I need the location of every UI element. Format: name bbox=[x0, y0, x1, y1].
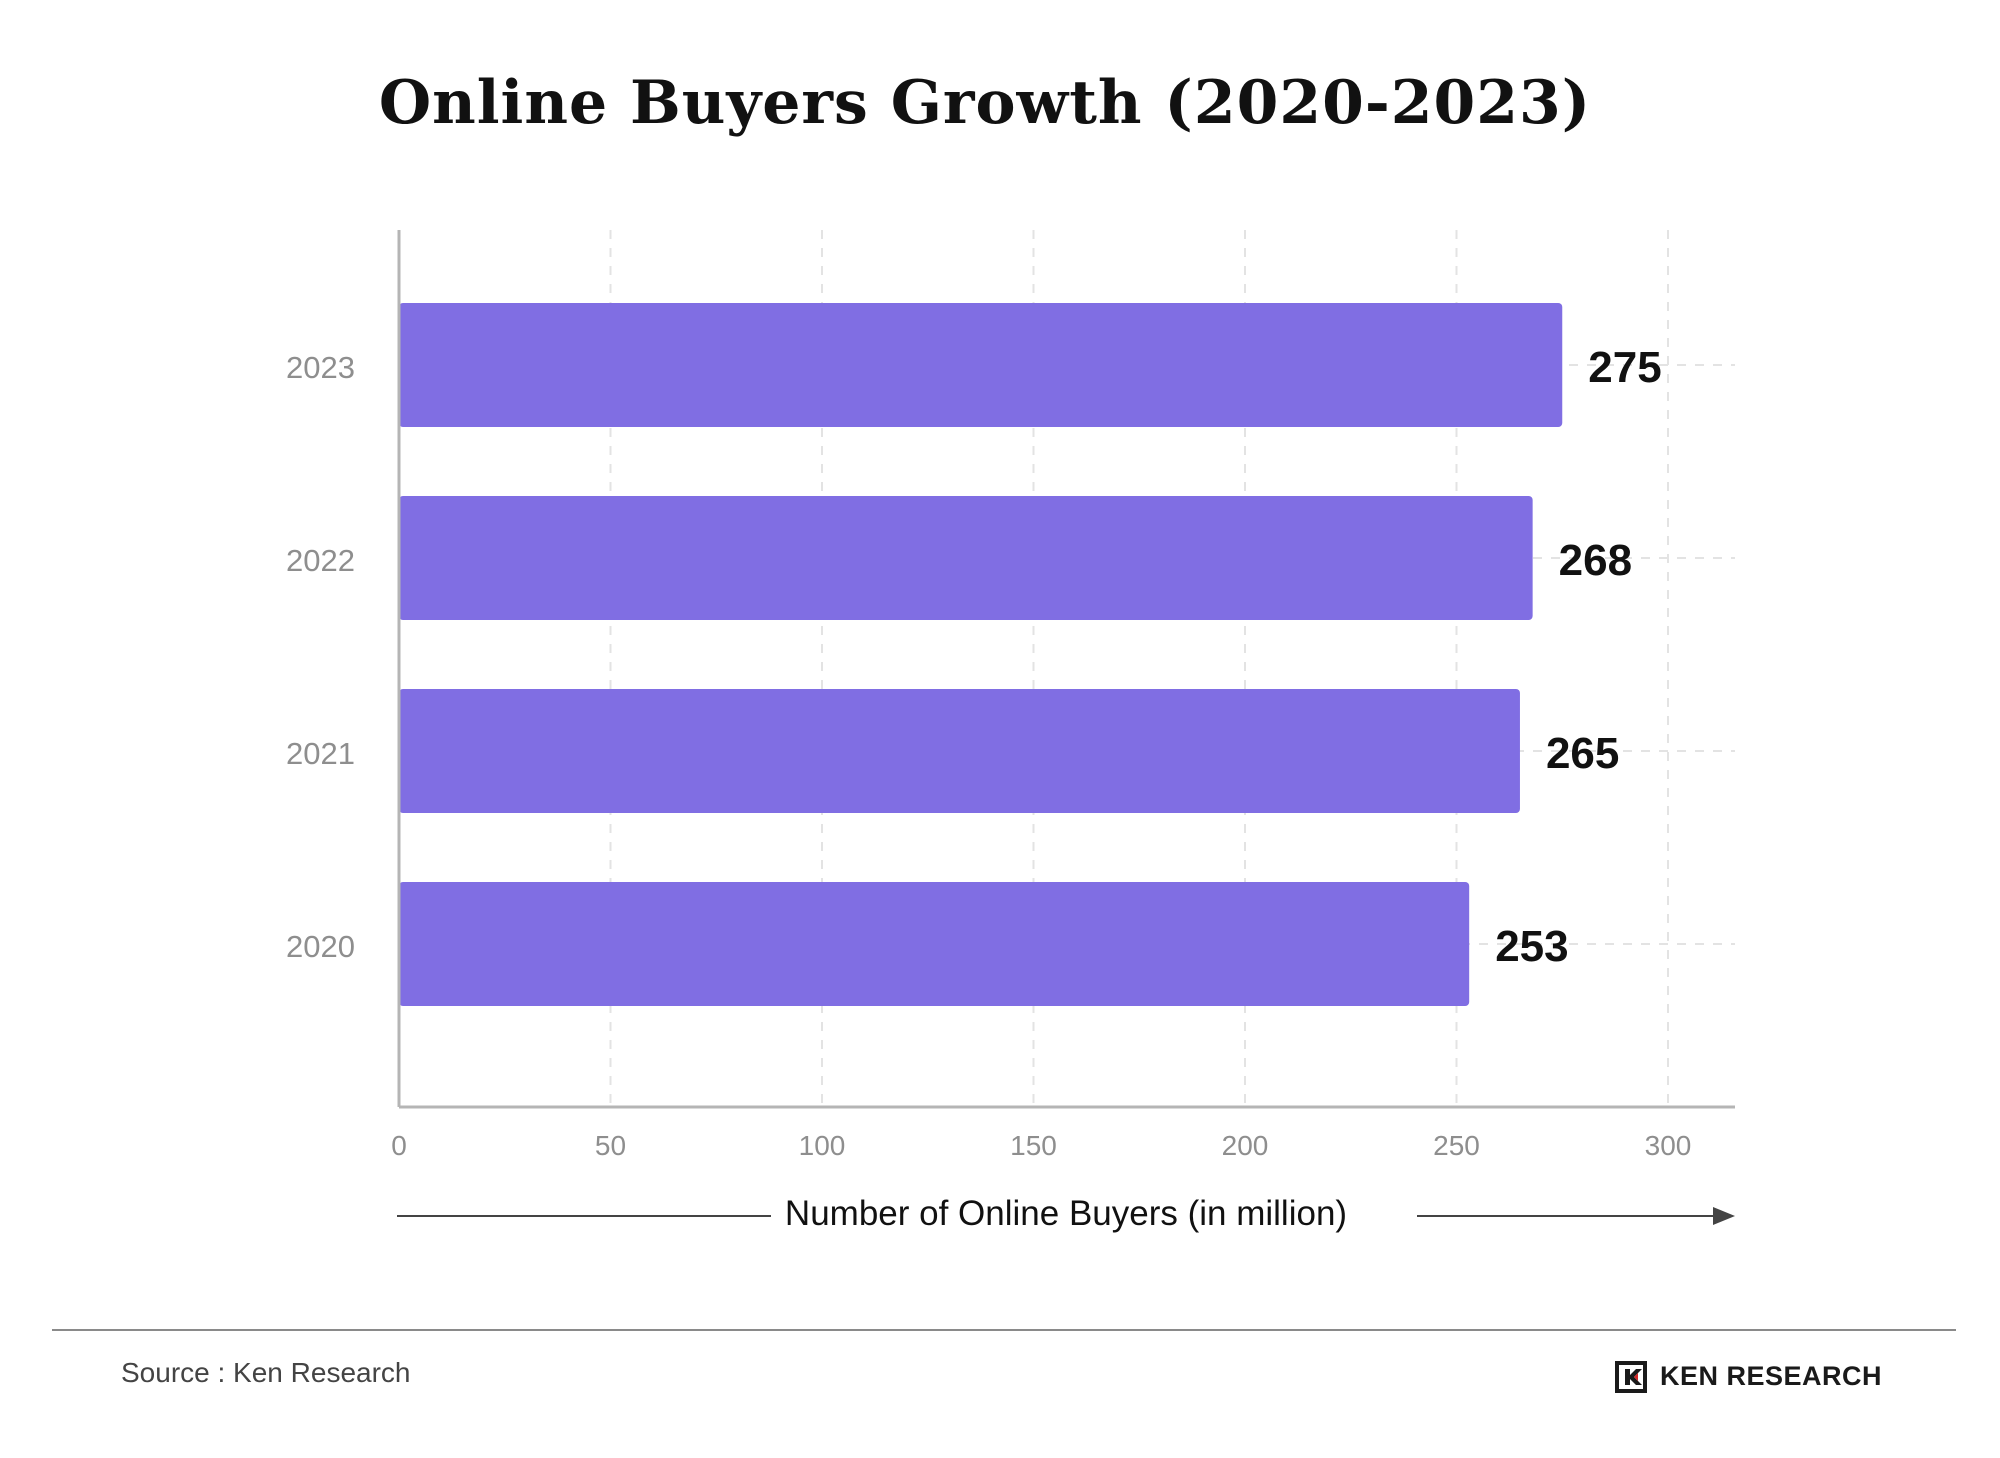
data-label-2022: 268 bbox=[1559, 536, 1632, 585]
x-tick-label-100: 100 bbox=[799, 1130, 846, 1161]
bar-2021 bbox=[399, 689, 1520, 813]
source-note: Source : Ken Research bbox=[121, 1357, 411, 1388]
bar-2022 bbox=[399, 496, 1533, 620]
x-axis-label: Number of Online Buyers (in million) bbox=[397, 1190, 1735, 1240]
footer-divider bbox=[52, 1329, 1956, 1331]
x-tick-label-0: 0 bbox=[391, 1130, 407, 1161]
data-label-2020: 253 bbox=[1495, 922, 1568, 971]
x-tick-label-150: 150 bbox=[1010, 1130, 1057, 1161]
data-label-2021: 265 bbox=[1546, 729, 1619, 778]
ken-research-logo-icon bbox=[1615, 1361, 1647, 1393]
y-tick-label-2020: 2020 bbox=[286, 929, 355, 964]
x-axis-arrow-line-right bbox=[1417, 1215, 1722, 1217]
bar-2020 bbox=[399, 882, 1470, 1006]
ken-research-logo: KEN RESEARCH bbox=[1614, 1360, 1894, 1396]
arrow-head-icon bbox=[1713, 1207, 1735, 1225]
ken-research-logo-text: KEN RESEARCH bbox=[1660, 1361, 1883, 1391]
y-tick-label-2021: 2021 bbox=[286, 736, 355, 771]
x-axis-label-text: Number of Online Buyers (in million) bbox=[770, 1194, 1362, 1233]
bar-2023 bbox=[399, 303, 1563, 427]
x-tick-label-250: 250 bbox=[1433, 1130, 1480, 1161]
x-tick-label-200: 200 bbox=[1222, 1130, 1269, 1161]
y-tick-label-2022: 2022 bbox=[286, 543, 355, 578]
x-tick-label-300: 300 bbox=[1645, 1130, 1692, 1161]
y-tick-label-2023: 2023 bbox=[286, 350, 355, 385]
chart-title: Online Buyers Growth (2020-2023) bbox=[378, 68, 1592, 138]
x-tick-label-50: 50 bbox=[595, 1130, 626, 1161]
x-axis-arrow-line-left bbox=[397, 1215, 1097, 1217]
data-label-2023: 275 bbox=[1588, 343, 1661, 392]
chart-svg: 2023 275 2022 268 2021 265 2020 253 0 50 100 150 200… bbox=[286, 230, 1735, 1161]
